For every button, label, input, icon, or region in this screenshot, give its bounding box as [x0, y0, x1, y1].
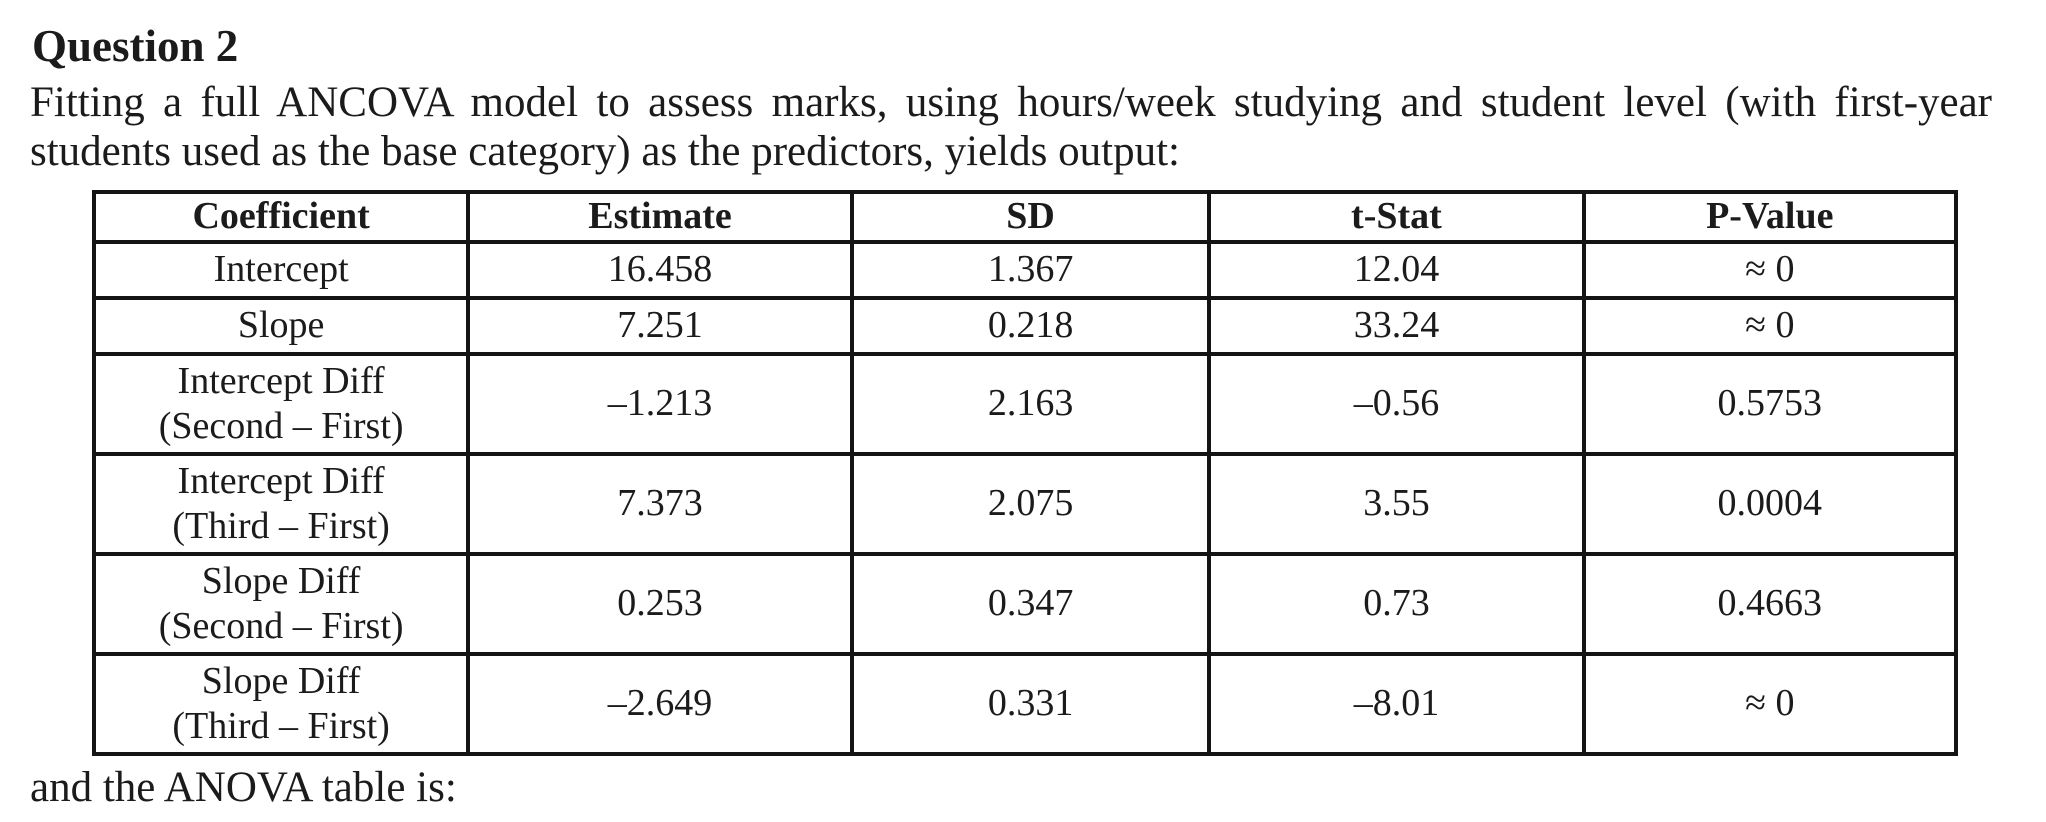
table-row-intercept-diff-third: Intercept Diff (Third – First) 7.373 2.07… — [91, 451, 1959, 556]
cell-coefficient: Slope Diff (Third – First) — [91, 651, 471, 756]
header-cell-coefficient: Coefficient — [91, 189, 471, 244]
cell-estimate: –1.213 — [466, 351, 854, 456]
table-row-slope-diff-third: Slope Diff (Third – First) –2.649 0.331 –… — [91, 651, 1959, 756]
cell-tstat: –0.56 — [1207, 351, 1586, 456]
cell-estimate: 0.253 — [466, 551, 854, 656]
coefficient-label: Slope Diff — [201, 659, 361, 702]
cell-sd: 0.331 — [849, 651, 1212, 756]
cell-coefficient: Intercept — [91, 239, 471, 300]
cell-sd: 0.218 — [849, 295, 1212, 356]
header-cell-tstat: t-Stat — [1207, 189, 1586, 244]
cell-sd: 2.075 — [849, 451, 1212, 556]
cell-sd: 0.347 — [849, 551, 1212, 656]
cell-sd: 1.367 — [849, 239, 1212, 300]
cell-pvalue: 0.0004 — [1581, 451, 1959, 556]
header-cell-pvalue: P-Value — [1581, 189, 1959, 244]
table-row-intercept: Intercept 16.458 1.367 12.04 ≈ 0 — [91, 239, 1959, 300]
cell-pvalue: ≈ 0 — [1581, 295, 1959, 356]
table-row-intercept-diff-second: Intercept Diff (Second – First) –1.213 2.… — [91, 351, 1959, 456]
coefficient-sublabel: (Second – First) — [158, 604, 404, 647]
table-row-slope-diff-second: Slope Diff (Second – First) 0.253 0.347 0… — [91, 551, 1959, 656]
cell-estimate: 7.251 — [466, 295, 854, 356]
cell-coefficient: Intercept Diff (Third – First) — [91, 451, 471, 556]
cell-estimate: –2.649 — [466, 651, 854, 756]
header-cell-sd: SD — [849, 189, 1212, 244]
cell-tstat: 33.24 — [1207, 295, 1586, 356]
cell-pvalue: 0.5753 — [1581, 351, 1959, 456]
coefficient-sublabel: (Second – First) — [158, 404, 404, 447]
coefficient-label: Intercept Diff — [177, 459, 385, 502]
coefficient-label: Intercept — [213, 248, 349, 291]
coefficient-label: Intercept Diff — [177, 359, 385, 402]
table-row-slope: Slope 7.251 0.218 33.24 ≈ 0 — [91, 295, 1959, 356]
cell-coefficient: Slope — [91, 295, 471, 356]
coefficient-sublabel: (Third – First) — [172, 504, 390, 547]
cell-sd: 2.163 — [849, 351, 1212, 456]
cell-pvalue: 0.4663 — [1581, 551, 1959, 656]
cell-tstat: –8.01 — [1207, 651, 1586, 756]
coefficient-label: Slope Diff — [201, 559, 361, 602]
cell-tstat: 0.73 — [1207, 551, 1586, 656]
header-cell-estimate: Estimate — [466, 189, 854, 244]
footer-text: and the ANOVA table is: — [30, 763, 457, 811]
coefficient-sublabel: (Third – First) — [172, 704, 390, 747]
intro-paragraph: Fitting a full ANCOVA model to assess ma… — [30, 78, 1992, 175]
coefficients-table: Coefficient Estimate SD t-Stat P-Value I… — [91, 189, 1959, 756]
coefficient-label: Slope — [237, 304, 325, 347]
cell-coefficient: Slope Diff (Second – First) — [91, 551, 471, 656]
cell-pvalue: ≈ 0 — [1581, 651, 1959, 756]
cell-estimate: 7.373 — [466, 451, 854, 556]
cell-tstat: 12.04 — [1207, 239, 1586, 300]
cell-pvalue: ≈ 0 — [1581, 239, 1959, 300]
page-title: Question 2 — [32, 21, 239, 71]
cell-tstat: 3.55 — [1207, 451, 1586, 556]
cell-coefficient: Intercept Diff (Second – First) — [91, 351, 471, 456]
table-header-row: Coefficient Estimate SD t-Stat P-Value — [91, 189, 1959, 244]
cell-estimate: 16.458 — [466, 239, 854, 300]
